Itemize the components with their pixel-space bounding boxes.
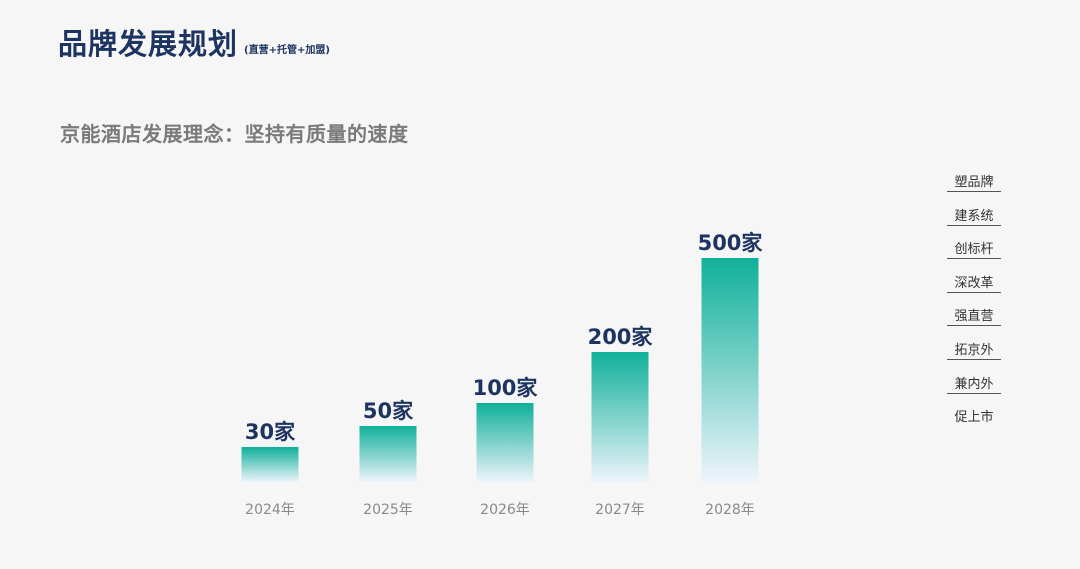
side-item-label: 创标杆 bbox=[947, 238, 1001, 260]
x-tick-label: 2027年 bbox=[595, 502, 645, 518]
x-tick-label: 2025年 bbox=[363, 502, 413, 518]
side-item-label: 深改革 bbox=[947, 272, 1001, 293]
bar-value-label: 200家 bbox=[588, 325, 654, 349]
bar-value-label: 100家 bbox=[473, 376, 539, 400]
side-item: 兼内外 bbox=[946, 372, 1002, 406]
side-item: 拓京外 bbox=[946, 338, 1002, 372]
side-list: 塑品牌 建系统 创标杆 深改革 强直营 拓京外 兼内外 促上市 bbox=[946, 170, 1002, 439]
side-item: 塑品牌 bbox=[946, 170, 1002, 204]
side-item: 强直营 bbox=[946, 304, 1002, 338]
page-subtitle: 京能酒店发展理念：坚持有质量的速度 bbox=[60, 122, 409, 146]
side-item: 深改革 bbox=[946, 271, 1002, 305]
bar-2028年 bbox=[701, 258, 759, 482]
bar-value-label: 50家 bbox=[363, 399, 414, 423]
x-tick-label: 2024年 bbox=[245, 502, 295, 518]
bar-value-label: 500家 bbox=[698, 231, 764, 255]
bar-value-label: 30家 bbox=[245, 420, 296, 444]
x-tick-label: 2026年 bbox=[480, 502, 530, 518]
side-item-label: 促上市 bbox=[954, 410, 994, 426]
title-note: (直营+托管+加盟) bbox=[244, 45, 330, 56]
title-row: 品牌发展规划 (直营+托管+加盟) bbox=[58, 30, 330, 59]
bar-chart: 30家 2024年 50家 2025年 100家 2026年 200家 2027年 500家 20… bbox=[241, 231, 764, 518]
bar-2026年 bbox=[476, 403, 534, 482]
side-item: 创标杆 bbox=[946, 237, 1002, 271]
side-item-label: 建系统 bbox=[947, 205, 1001, 226]
side-item-label: 拓京外 bbox=[947, 339, 1001, 360]
side-item-label: 兼内外 bbox=[947, 373, 1001, 394]
bar-2027年 bbox=[591, 352, 649, 482]
side-item: 促上市 bbox=[946, 405, 1002, 439]
side-item-label: 塑品牌 bbox=[947, 171, 1001, 192]
side-item-label: 强直营 bbox=[947, 305, 1001, 327]
x-tick-label: 2028年 bbox=[705, 502, 755, 518]
side-item: 建系统 bbox=[946, 204, 1002, 238]
bar-2024年 bbox=[241, 447, 299, 482]
page-title: 品牌发展规划 bbox=[58, 27, 239, 61]
bar-2025年 bbox=[359, 426, 417, 482]
